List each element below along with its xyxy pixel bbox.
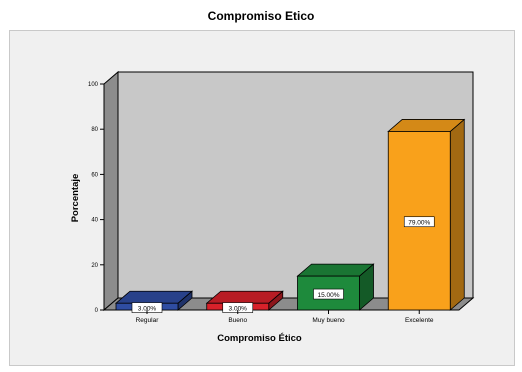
bar-top bbox=[387, 119, 466, 132]
y-tick-label: 60 bbox=[91, 172, 98, 178]
data-label: 79.00% bbox=[408, 220, 430, 227]
bar-top bbox=[205, 290, 284, 304]
bar-side bbox=[449, 118, 465, 311]
chart-title: Compromiso Etico bbox=[207, 9, 315, 23]
bar-top bbox=[296, 263, 375, 277]
data-label: 3.00% bbox=[138, 306, 157, 313]
bar-top bbox=[114, 290, 194, 304]
data-label: 15.00% bbox=[317, 292, 339, 299]
data-label: 3.00% bbox=[229, 306, 248, 313]
data-label-box bbox=[403, 216, 435, 228]
data-label-box bbox=[313, 288, 344, 300]
x-axis-title: Compromiso Ético bbox=[217, 333, 302, 344]
plot-side-wall bbox=[103, 70, 119, 312]
y-tick-label: 40 bbox=[91, 218, 98, 224]
y-axis-title: Porcentaje bbox=[70, 174, 81, 223]
y-tick-label: 100 bbox=[88, 82, 99, 88]
x-tick-label: Bueno bbox=[228, 317, 247, 324]
x-tick-label: Excelente bbox=[405, 317, 434, 324]
x-tick-label: Regular bbox=[136, 317, 160, 324]
y-tick-label: 20 bbox=[91, 263, 98, 269]
y-tick-label: 80 bbox=[91, 127, 98, 133]
y-tick-label: 0 bbox=[95, 308, 99, 314]
x-tick-label: Muy bueno bbox=[312, 317, 345, 324]
